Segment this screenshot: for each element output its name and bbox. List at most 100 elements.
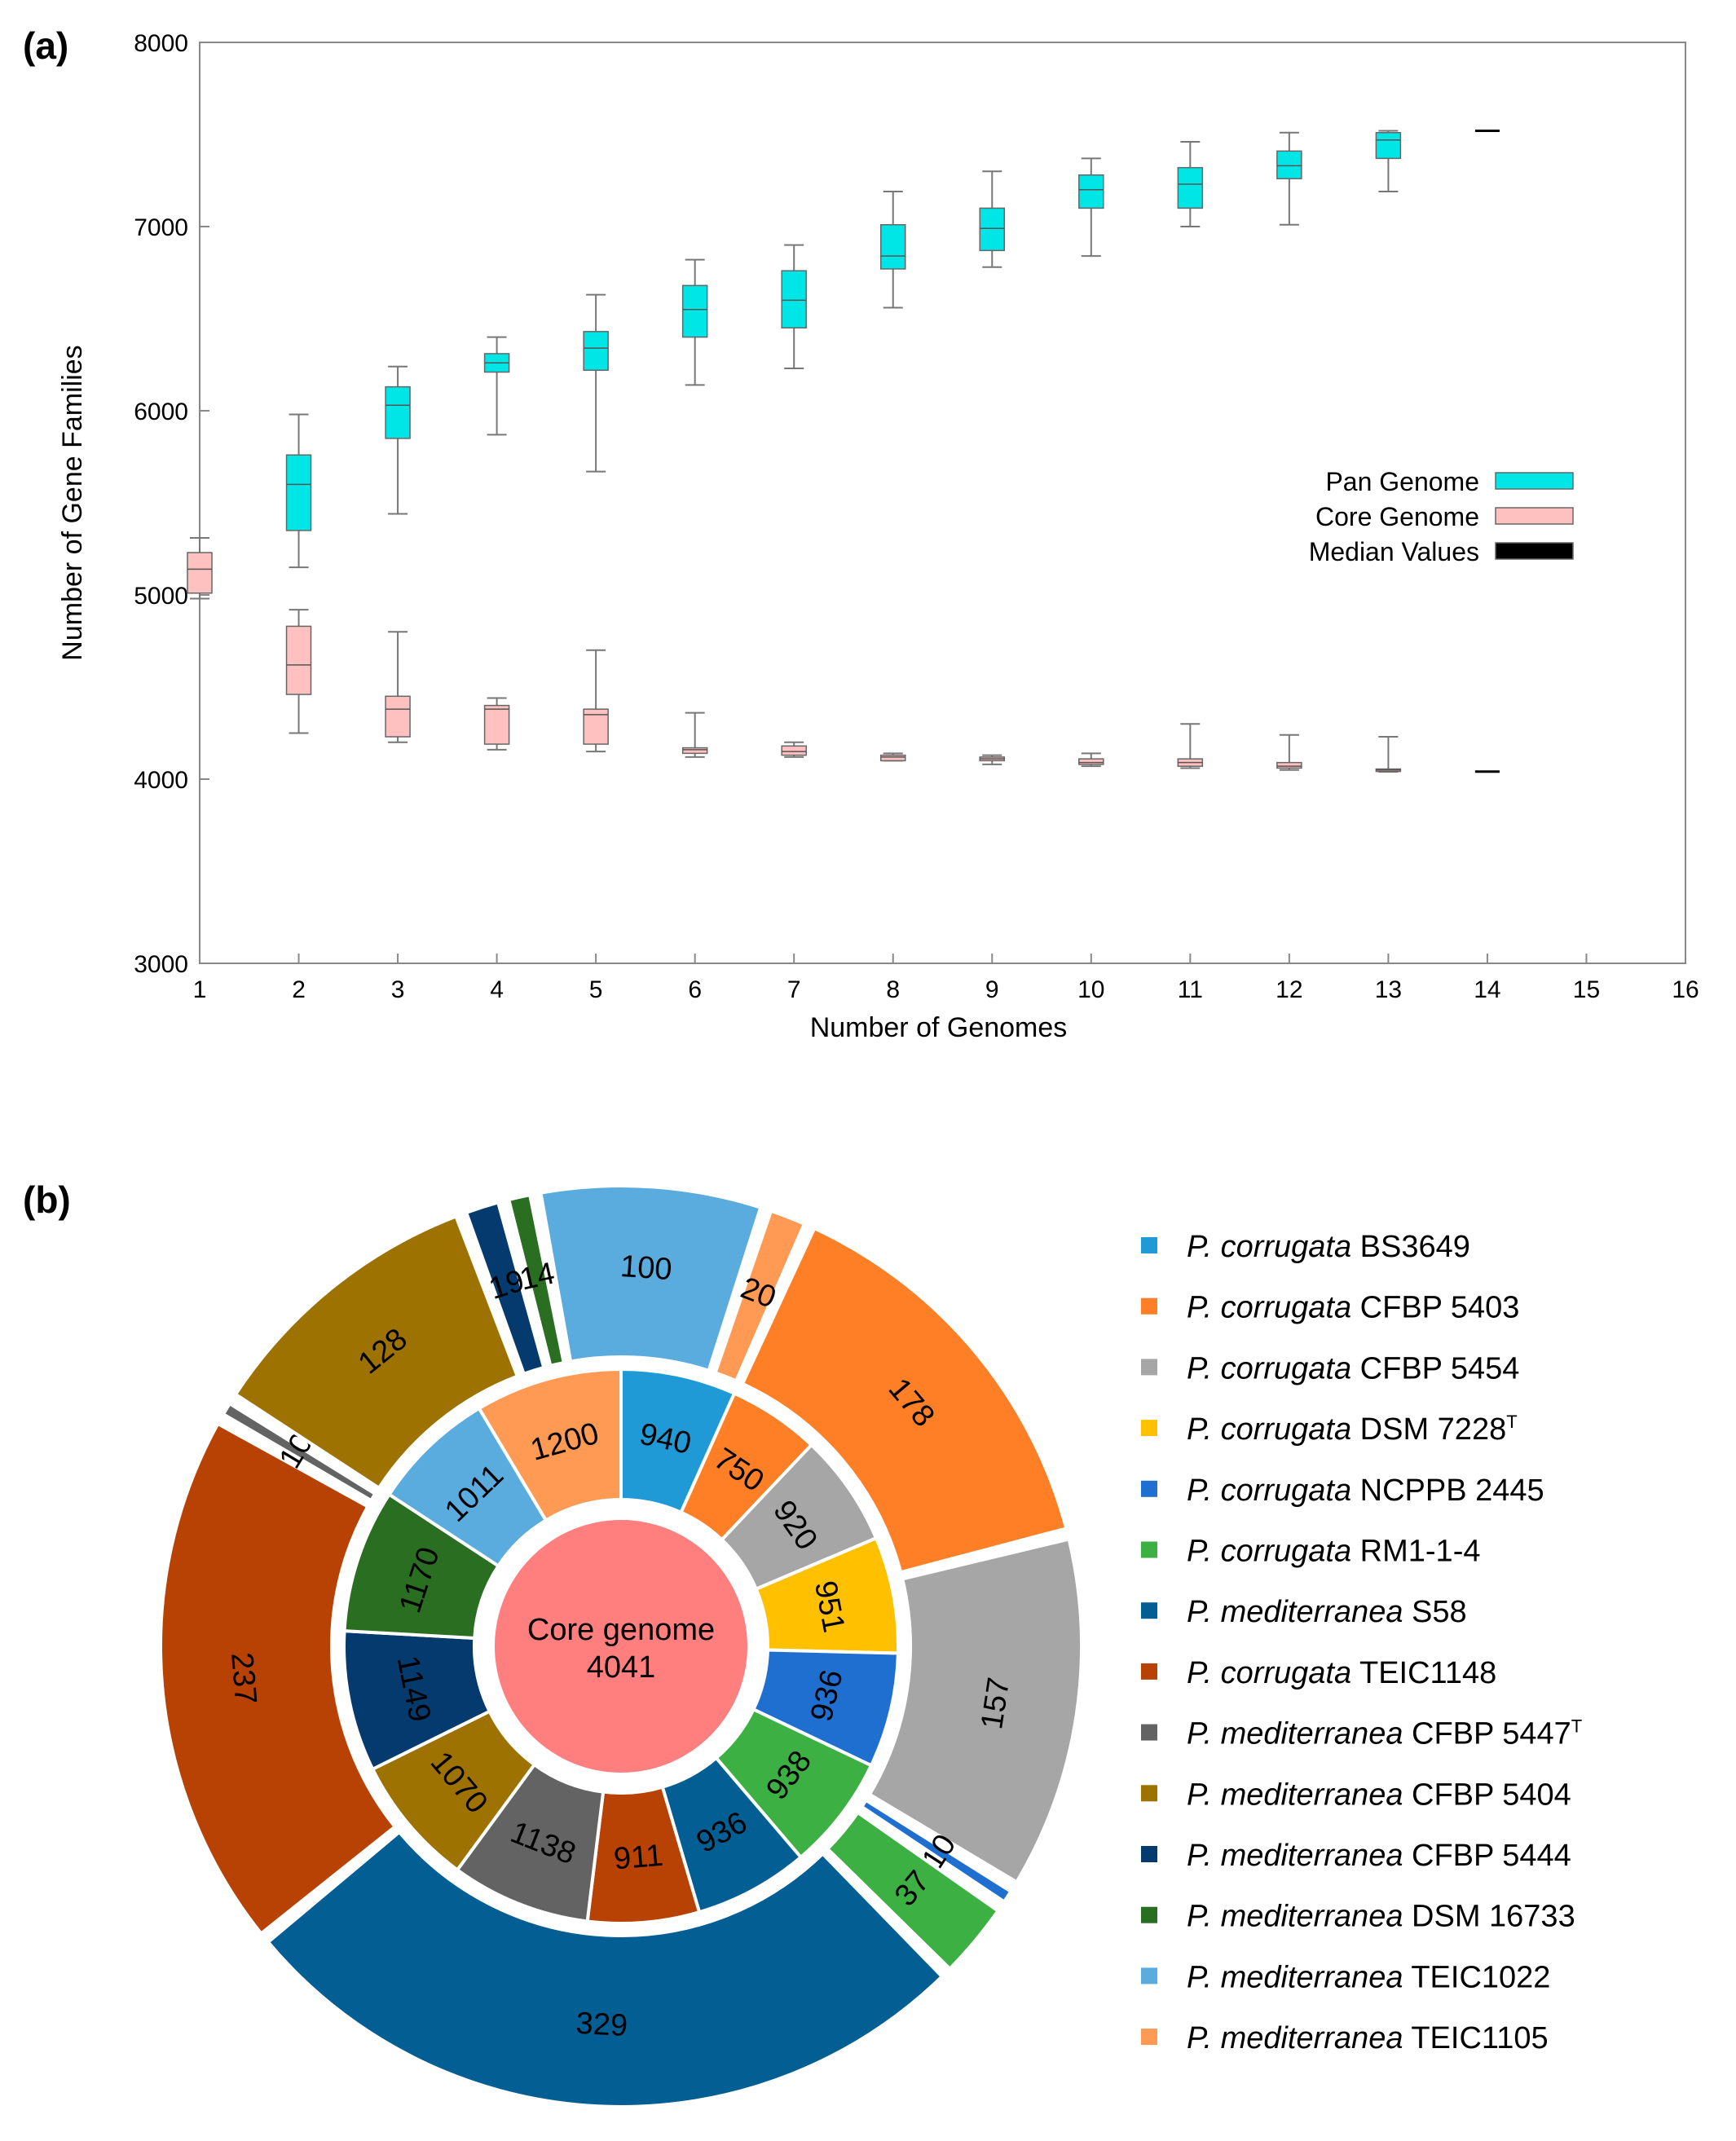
pan-core-boxplot: 1 2 3 4 5 6 7 8 9 10 11 12 13 14 15 1630004000500060007… [57, 30, 1699, 1043]
iqr-box [385, 385, 411, 439]
legend-b-space [1351, 1535, 1360, 1569]
legend-b-species: P. corrugata [1187, 1291, 1351, 1325]
pan-box-6 [681, 258, 708, 386]
y-tick-label: 5000 [134, 583, 188, 610]
legend-b-species: P. corrugata [1187, 1351, 1351, 1385]
x-tick-label: 15 [1573, 976, 1600, 1003]
legend-b-entry: P. corrugata NCPPB 2445 [1187, 1474, 1544, 1508]
x-tick-label: 14 [1474, 976, 1500, 1003]
legend-b-space [1351, 1291, 1360, 1325]
core-genome-circle [495, 1520, 747, 1773]
legend-b-strain: RM1-1-4 [1360, 1535, 1481, 1569]
iqr-box [979, 207, 1006, 252]
legend-b-swatch [1141, 1967, 1157, 1985]
x-tick-label: 4 [490, 976, 504, 1003]
core-genome-title: Core genome [527, 1613, 715, 1647]
pan-box-8 [879, 191, 906, 309]
outer-slice-label: 14 [517, 1256, 558, 1297]
pan-box-7 [781, 244, 807, 370]
iqr-box [285, 454, 312, 531]
core-box-6 [681, 711, 708, 758]
panel-a-letter: (a) [23, 24, 68, 67]
iqr-box [385, 695, 411, 738]
pan-box-4 [483, 336, 510, 436]
x-tick-label: 6 [688, 976, 702, 1003]
legend-b-species: P. mediterranea [1187, 1839, 1403, 1873]
legend-b-swatch [1141, 1359, 1157, 1376]
x-axis-title: Number of Genomes [810, 1012, 1068, 1043]
legend-b-entry: P. corrugata CFBP 5403 [1187, 1291, 1519, 1325]
iqr-box [285, 625, 312, 695]
iqr-box [583, 331, 609, 372]
legend-b-strain: TEIC1022 [1411, 1960, 1550, 1994]
legend-b-species: P. mediterranea [1187, 2021, 1403, 2055]
x-tick-label: 9 [985, 976, 999, 1003]
legend-b-entry: P. mediterranea S58 [1187, 1595, 1467, 1629]
iqr-box [781, 270, 807, 329]
x-tick-label: 12 [1276, 976, 1302, 1003]
legend-b-space [1403, 1717, 1412, 1751]
legend-b-space [1403, 1900, 1412, 1934]
outer-slice [266, 1830, 945, 2109]
pan-box-13 [1375, 130, 1402, 193]
legend-b-entry: P. corrugata CFBP 5454 [1187, 1351, 1519, 1385]
iqr-box [1276, 150, 1302, 179]
core-box-4 [483, 697, 510, 751]
legend-b-species: P. mediterranea [1187, 1778, 1403, 1812]
iqr-box [681, 284, 708, 338]
plot-frame [199, 42, 1686, 964]
panel-b-letter: (b) [23, 1178, 71, 1221]
legend-b-species: P. corrugata [1187, 1474, 1351, 1508]
legend-b-swatch [1141, 1663, 1157, 1680]
legend-b-species: P. mediterranea [1187, 1960, 1403, 1994]
legend-b-strain: BS3649 [1360, 1230, 1470, 1264]
legend-b-space [1351, 1474, 1360, 1508]
legend-b-species: P. corrugata [1187, 1656, 1351, 1690]
iqr-box [879, 223, 906, 270]
legend-a-swatch [1495, 507, 1574, 525]
inner-ring: 9407509209519369389369111138107011491170… [342, 1367, 900, 1926]
legend-a-label: Median Values [1309, 537, 1479, 566]
core-box-2 [285, 609, 312, 734]
legend-b-swatch [1141, 1906, 1157, 1923]
legend-b-swatch [1141, 2029, 1157, 2046]
legend-b-space [1403, 1778, 1412, 1812]
core-box-11 [1177, 723, 1204, 769]
iqr-box [1276, 761, 1302, 769]
legend-b-space [1351, 1230, 1360, 1264]
pan-box-9 [979, 170, 1006, 268]
legend-b-entry: P. mediterranea DSM 16733 [1187, 1900, 1575, 1934]
iqr-box [1375, 131, 1402, 160]
core-genome-center: Core genome 4041 [495, 1520, 747, 1773]
legend-a-swatch [1495, 472, 1574, 490]
core-box-10 [1078, 752, 1104, 768]
iqr-box [879, 754, 906, 762]
legend-b-entry: P. mediterranea CFBP 5404 [1187, 1778, 1571, 1812]
y-tick-label: 3000 [134, 951, 188, 978]
legend-b-entry: P. mediterranea TEIC1105 [1187, 2021, 1549, 2055]
outer-slice [506, 1192, 566, 1368]
legend-b-entry: P. corrugata BS3649 [1187, 1230, 1470, 1264]
legend-b-swatch [1141, 1480, 1157, 1497]
legend-b-swatch [1141, 1237, 1157, 1253]
legend-b-entry: P. corrugata RM1-1-4 [1187, 1535, 1480, 1569]
outer-slice [159, 1421, 398, 1936]
legend-b-swatch [1141, 1846, 1157, 1862]
legend-b-entry: P. mediterranea CFBP 5447T [1187, 1716, 1582, 1751]
legend-b-strain: CFBP 5447 [1412, 1717, 1571, 1751]
pan-box-10 [1078, 157, 1104, 258]
core-box-8 [879, 752, 906, 762]
outer-slice [221, 1401, 378, 1503]
legend-b-swatch [1141, 1297, 1157, 1315]
legend-b-space [1403, 1839, 1412, 1873]
x-tick-label: 2 [292, 976, 306, 1003]
y-tick-label: 8000 [134, 30, 188, 57]
core-box-5 [583, 649, 609, 753]
legend-b-strain: CFBP 5403 [1360, 1291, 1520, 1325]
legend-b-species: P. corrugata [1187, 1230, 1351, 1264]
legend-a: Pan Genome Core Genome Median Values [1309, 467, 1574, 566]
x-tick-label: 1 [193, 976, 207, 1003]
iqr-box [483, 704, 510, 745]
x-tick-label: 16 [1672, 976, 1699, 1003]
